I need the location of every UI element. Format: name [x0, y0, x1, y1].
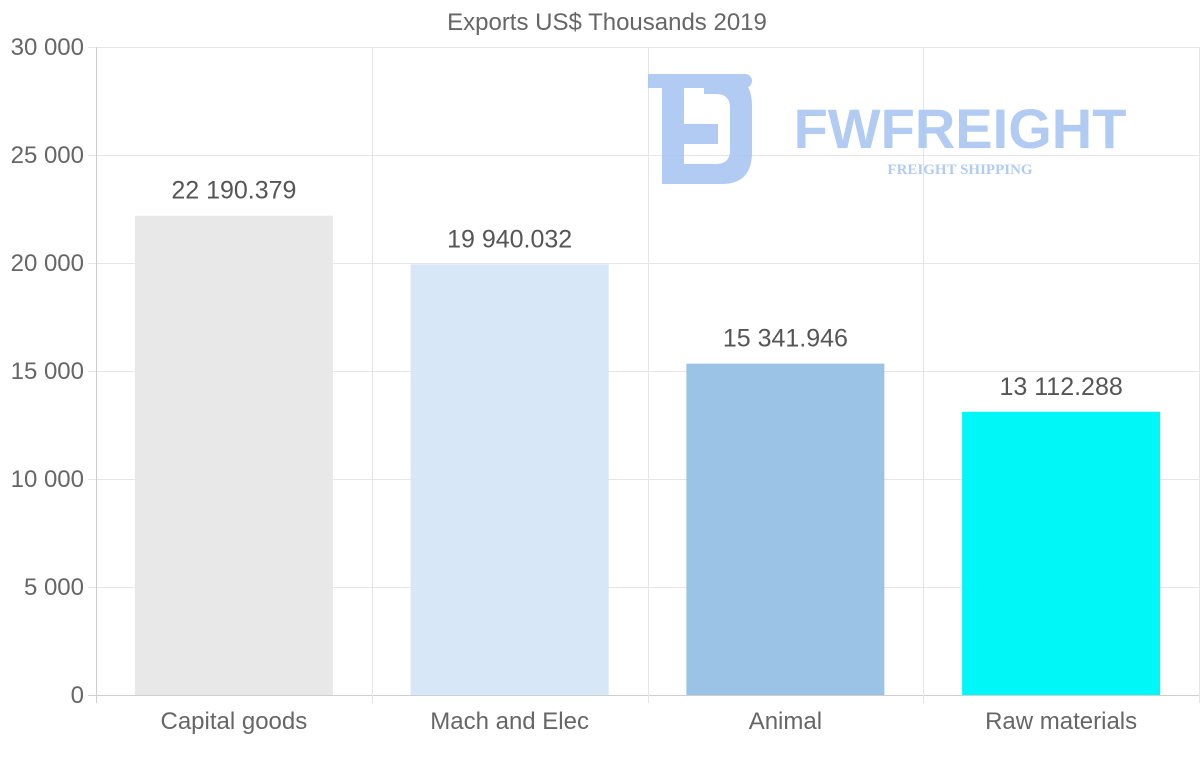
bar[interactable]: [410, 264, 609, 695]
y-tick-label: 0: [71, 682, 84, 709]
x-tick-label: Mach and Elec: [430, 708, 589, 735]
bar-value-label: 15 341.946: [723, 325, 848, 353]
y-axis-ticks: 0 5 000 10 000 15 000 20 000 25 000 30 000: [11, 34, 84, 709]
y-tick-label: 30 000: [11, 34, 84, 61]
y-tick-label: 25 000: [11, 142, 84, 169]
x-axis-ticks: Capital goods Mach and Elec Animal Raw mate…: [160, 708, 1137, 735]
fwfreight-logo-mark: [648, 74, 752, 184]
bar-value-label: 13 112.288: [999, 373, 1122, 401]
data-labels: 22 190.379 19 940.032 15 341.946 13 112.288: [171, 177, 1122, 401]
bar-value-label: 19 940.032: [447, 225, 572, 253]
x-tick-label: Raw materials: [985, 708, 1137, 735]
bar-value-label: 22 190.379: [171, 177, 296, 205]
y-tick-label: 15 000: [11, 358, 84, 385]
watermark-tagline: FREIGHT SHIPPING: [887, 162, 1032, 178]
fwfreight-logo: FWFREIGHT FREIGHT SHIPPING: [648, 74, 1126, 184]
y-tick-label: 20 000: [11, 250, 84, 277]
bar[interactable]: [686, 363, 885, 695]
y-tick-label: 5 000: [24, 574, 84, 601]
chart-title: Exports US$ Thousands 2019: [447, 9, 767, 36]
watermark-brand: FWFREIGHT: [794, 97, 1127, 160]
bar[interactable]: [134, 215, 333, 696]
x-tick-label: Animal: [749, 708, 822, 735]
bars: [134, 215, 1161, 696]
x-tick-label: Capital goods: [160, 708, 307, 735]
y-tick-label: 10 000: [11, 466, 84, 493]
bar[interactable]: [962, 411, 1161, 695]
